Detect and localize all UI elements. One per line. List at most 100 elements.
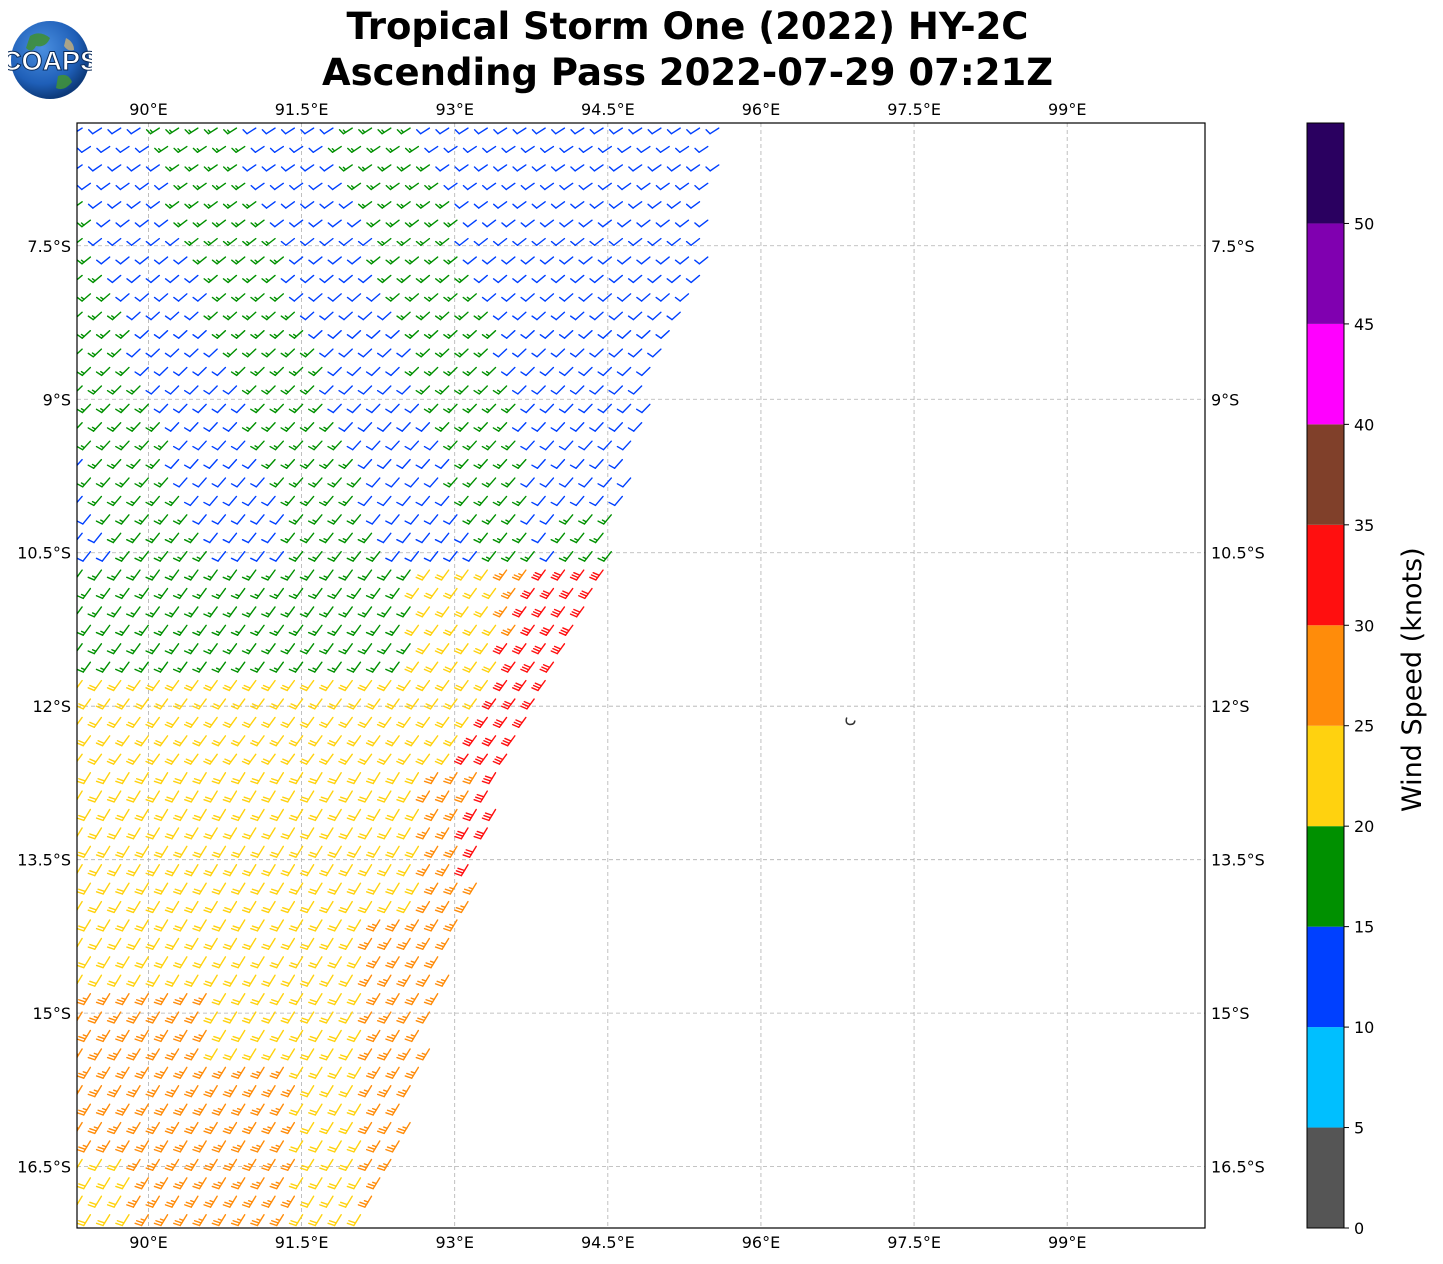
wind-barb	[126, 974, 141, 987]
barb-staff	[574, 201, 585, 209]
wind-barb	[134, 919, 149, 932]
barb-staff	[139, 219, 149, 228]
barb-staff	[304, 348, 315, 358]
barb-feather	[222, 464, 230, 469]
barb-feather	[358, 129, 364, 135]
barb-staff	[150, 274, 160, 284]
barb-feather	[222, 538, 230, 544]
barb-staff	[381, 164, 392, 172]
barb-staff	[344, 974, 353, 987]
wind-barb	[569, 348, 585, 358]
barb-staff	[459, 532, 469, 544]
barb-half-feather	[460, 794, 466, 798]
barb-feather	[280, 723, 288, 728]
wind-barb	[511, 569, 527, 581]
barb-half-feather	[91, 649, 97, 653]
barb-staff	[208, 458, 218, 469]
barb-feather	[404, 445, 412, 451]
barb-feather	[655, 296, 662, 302]
barb-feather	[415, 946, 424, 950]
wind-barb	[134, 329, 149, 339]
wind-barb	[492, 422, 508, 432]
barb-half-feather	[429, 776, 435, 780]
barb-staff	[217, 735, 227, 747]
barb-feather	[250, 705, 258, 710]
barb-feather	[483, 666, 491, 671]
wind-barb	[357, 937, 373, 950]
wind-barb	[269, 329, 285, 339]
barb-staff	[671, 274, 681, 284]
wind-barb	[492, 274, 508, 284]
wind-barb	[230, 882, 246, 895]
wind-barb	[319, 606, 334, 618]
barb-staff	[304, 127, 315, 135]
barb-feather	[307, 557, 316, 562]
barb-staff	[209, 900, 218, 914]
wind-barb	[493, 164, 508, 172]
barb-staff	[371, 735, 381, 747]
barb-half-feather	[419, 166, 424, 171]
wind-barb	[203, 237, 218, 246]
wind-barb	[203, 900, 218, 914]
wind-barb	[550, 643, 566, 655]
barb-half-feather	[265, 463, 270, 467]
barb-staff	[112, 679, 122, 692]
barb-staff	[247, 606, 257, 618]
wind-barb	[385, 624, 400, 636]
wind-barb	[106, 900, 122, 914]
barb-half-feather	[350, 482, 356, 486]
barb-feather	[262, 943, 271, 948]
wind-barb	[77, 366, 92, 377]
wind-barb	[492, 385, 508, 395]
barb-feather	[126, 538, 134, 544]
barb-feather	[386, 888, 395, 893]
barb-staff	[178, 440, 188, 451]
barb-feather	[173, 259, 180, 265]
barb-feather	[365, 891, 374, 895]
barb-feather	[288, 705, 297, 710]
barb-half-feather	[196, 185, 201, 189]
wind-barb	[627, 348, 643, 358]
wind-barb	[145, 679, 160, 692]
barb-feather	[436, 870, 445, 874]
barb-feather	[300, 129, 306, 135]
barb-half-feather	[292, 408, 298, 412]
wind-barb	[153, 440, 169, 451]
barb-feather	[597, 296, 604, 302]
barb-feather	[417, 684, 425, 689]
barb-feather	[165, 166, 171, 172]
barb-feather	[126, 278, 133, 284]
wind-barb	[338, 385, 353, 395]
wind-barb	[357, 495, 373, 507]
wind-barb	[164, 679, 180, 692]
wind-barb	[492, 495, 508, 507]
barb-feather	[385, 927, 394, 932]
wind-barb	[674, 256, 690, 265]
barb-staff	[267, 679, 276, 692]
wind-barb	[308, 182, 323, 191]
barb-feather	[69, 725, 75, 728]
wind-barb	[250, 440, 265, 451]
barb-staff	[120, 403, 130, 414]
wind-barb	[462, 477, 477, 488]
wind-barb	[327, 477, 342, 488]
barb-staff	[255, 403, 265, 414]
wind-barb	[520, 661, 535, 673]
barb-feather	[280, 650, 288, 655]
wind-barb	[327, 661, 342, 673]
barb-half-feather	[149, 575, 155, 579]
barb-feather	[153, 705, 162, 710]
barb-feather	[288, 668, 297, 673]
barb-feather	[385, 184, 392, 191]
barb-feather	[359, 833, 368, 837]
barb-staff	[77, 643, 83, 652]
barb-staff	[583, 514, 593, 525]
barb-feather	[250, 259, 257, 265]
barb-feather	[185, 1017, 194, 1022]
barb-staff	[275, 1029, 285, 1043]
barb-staff	[237, 771, 246, 785]
wind-barb	[106, 385, 122, 395]
wind-barb	[106, 569, 122, 581]
barb-staff	[709, 164, 720, 172]
barb-feather	[87, 576, 95, 581]
